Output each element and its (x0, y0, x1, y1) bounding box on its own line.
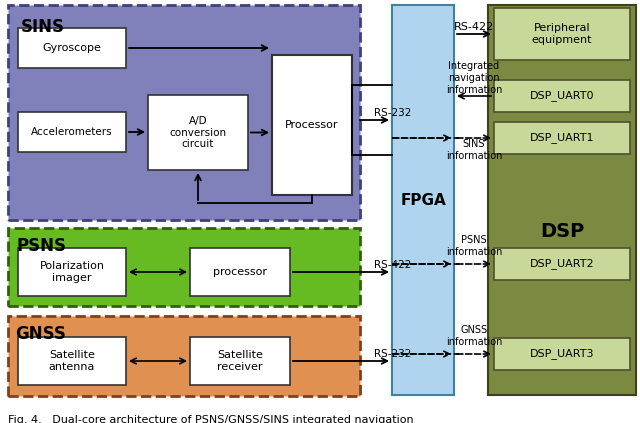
Bar (494, 338, 630, 370)
Text: processor: processor (213, 267, 267, 277)
Bar (18, 337, 126, 385)
Text: SINS
information: SINS information (446, 139, 502, 161)
Bar (494, 248, 630, 280)
Text: A/D
conversion
circuit: A/D conversion circuit (170, 116, 227, 149)
Text: GNSS: GNSS (15, 325, 67, 343)
Bar (18, 28, 126, 68)
Text: Satellite
receiver: Satellite receiver (217, 350, 263, 372)
Bar (8, 316, 360, 396)
Text: DSP: DSP (540, 222, 584, 241)
Bar (494, 122, 630, 154)
Bar (8, 228, 360, 306)
Text: FPGA: FPGA (400, 192, 446, 208)
Text: DSP_UART2: DSP_UART2 (530, 258, 595, 269)
Text: Peripheral
equipment: Peripheral equipment (532, 23, 592, 45)
Bar (494, 8, 630, 60)
Text: SINS: SINS (21, 18, 65, 36)
Text: RS-232: RS-232 (374, 108, 412, 118)
Text: RS-422: RS-422 (454, 22, 494, 32)
Text: Polarization
imager: Polarization imager (40, 261, 104, 283)
Text: Accelerometers: Accelerometers (31, 127, 113, 137)
Text: RS-422: RS-422 (374, 260, 412, 270)
Bar (18, 112, 126, 152)
Text: DSP_UART3: DSP_UART3 (530, 349, 595, 360)
Bar (148, 95, 248, 170)
Text: RS-232: RS-232 (374, 349, 412, 359)
Text: PSNS
information: PSNS information (446, 235, 502, 257)
Text: Processor: Processor (285, 120, 339, 130)
Text: DSP_UART0: DSP_UART0 (530, 91, 595, 102)
Bar (272, 55, 352, 195)
Text: Gyroscope: Gyroscope (43, 43, 101, 53)
Bar (190, 337, 290, 385)
Text: GNSS
information: GNSS information (446, 325, 502, 347)
Text: Satellite
antenna: Satellite antenna (49, 350, 95, 372)
Text: PSNS: PSNS (16, 237, 66, 255)
Text: Integrated
navigation
information: Integrated navigation information (446, 61, 502, 95)
Bar (494, 80, 630, 112)
Bar (8, 5, 360, 220)
Bar (392, 5, 454, 395)
Text: Fig. 4.   Dual-core architecture of PSNS/GNSS/SINS integrated navigation
system.: Fig. 4. Dual-core architecture of PSNS/G… (8, 415, 413, 423)
Bar (18, 248, 126, 296)
Text: DSP_UART1: DSP_UART1 (530, 132, 595, 143)
Bar (488, 5, 636, 395)
Bar (190, 248, 290, 296)
